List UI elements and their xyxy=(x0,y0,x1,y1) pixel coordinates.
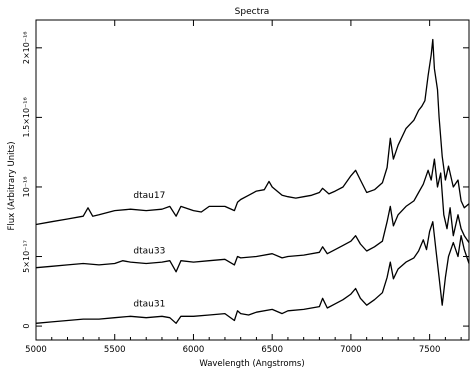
series-lines xyxy=(35,38,470,324)
series-label-dtau33: dtau33 xyxy=(133,247,165,257)
y-axis-label: Flux (Arbitrary Units) xyxy=(7,141,17,230)
series-line-dtau33 xyxy=(35,158,470,273)
plot-frame xyxy=(35,19,470,341)
series-line-dtau31 xyxy=(35,221,470,324)
x-tick-label: 6500 xyxy=(261,345,283,355)
series-label-dtau17: dtau17 xyxy=(133,191,165,201)
y-tick-label: 10⁻¹⁶ xyxy=(22,177,31,198)
y-tick-label: 5×10⁻¹⁷ xyxy=(22,240,31,273)
series-labels: dtau17 dtau33 dtau31 xyxy=(133,191,165,310)
axis-ticks: 5000 5500 6000 6500 7000 7500 0 5×10⁻¹⁷ 10⁻¹⁶ 1.5… xyxy=(22,20,469,355)
x-tick-label: 5500 xyxy=(104,345,126,355)
chart-title: Spectra xyxy=(235,7,270,17)
x-axis-label: Wavelength (Angstroms) xyxy=(199,359,304,369)
y-tick-label: 2×10⁻¹⁶ xyxy=(22,32,31,65)
x-tick-label: 6000 xyxy=(183,345,205,355)
plot-area: 5000 5500 6000 6500 7000 7500 0 5×10⁻¹⁷ 10⁻¹⁶ 1.5… xyxy=(22,19,470,355)
series-line-dtau17 xyxy=(35,38,470,226)
y-tick-label: 1.5×10⁻¹⁶ xyxy=(22,97,31,137)
x-tick-label: 5000 xyxy=(25,345,47,355)
series-label-dtau31: dtau31 xyxy=(133,300,165,310)
x-tick-label: 7000 xyxy=(340,345,362,355)
y-tick-label: 0 xyxy=(22,324,31,329)
x-tick-label: 7500 xyxy=(419,345,441,355)
